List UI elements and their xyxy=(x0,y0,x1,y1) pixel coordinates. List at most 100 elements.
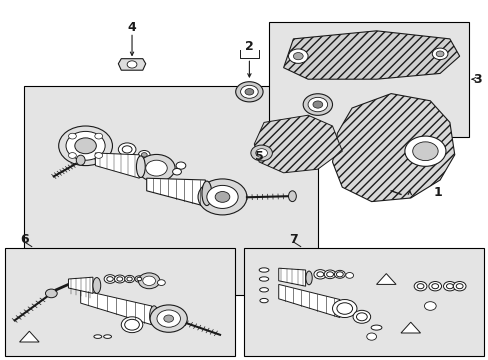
Polygon shape xyxy=(254,115,342,173)
Circle shape xyxy=(198,179,246,215)
Circle shape xyxy=(336,272,343,277)
Circle shape xyxy=(68,133,76,139)
Circle shape xyxy=(172,168,181,175)
Bar xyxy=(5,248,234,356)
Polygon shape xyxy=(278,268,305,286)
Circle shape xyxy=(404,136,445,166)
Circle shape xyxy=(250,145,272,161)
Circle shape xyxy=(124,275,134,283)
Circle shape xyxy=(137,277,142,281)
Circle shape xyxy=(244,89,253,95)
Circle shape xyxy=(150,305,187,332)
Circle shape xyxy=(163,315,173,322)
Circle shape xyxy=(66,131,105,160)
Polygon shape xyxy=(283,31,459,79)
Circle shape xyxy=(124,319,139,330)
Circle shape xyxy=(104,275,116,283)
Polygon shape xyxy=(68,277,93,293)
Circle shape xyxy=(141,153,147,157)
Circle shape xyxy=(424,302,435,310)
Circle shape xyxy=(95,133,102,139)
Circle shape xyxy=(452,282,465,291)
Ellipse shape xyxy=(76,155,85,165)
Circle shape xyxy=(106,276,113,282)
Circle shape xyxy=(215,192,229,202)
Ellipse shape xyxy=(288,191,296,202)
Circle shape xyxy=(431,48,447,60)
Circle shape xyxy=(142,276,155,285)
Circle shape xyxy=(176,162,185,169)
Circle shape xyxy=(435,51,443,57)
Circle shape xyxy=(326,272,333,277)
Circle shape xyxy=(307,97,327,112)
Circle shape xyxy=(59,126,112,166)
Ellipse shape xyxy=(94,335,102,338)
Ellipse shape xyxy=(259,268,268,272)
Polygon shape xyxy=(20,331,39,342)
Polygon shape xyxy=(376,274,395,284)
Text: 6: 6 xyxy=(20,233,29,246)
Circle shape xyxy=(288,49,307,63)
Polygon shape xyxy=(332,94,454,202)
Circle shape xyxy=(68,153,76,158)
Text: 2: 2 xyxy=(244,40,253,53)
Circle shape xyxy=(443,282,455,291)
Circle shape xyxy=(293,53,303,60)
Circle shape xyxy=(416,284,423,289)
Circle shape xyxy=(332,300,356,318)
Ellipse shape xyxy=(202,181,211,206)
Circle shape xyxy=(127,61,137,68)
Text: 7: 7 xyxy=(288,233,297,246)
Circle shape xyxy=(127,277,132,281)
Circle shape xyxy=(413,282,426,291)
Circle shape xyxy=(303,94,332,115)
Ellipse shape xyxy=(259,277,268,281)
Circle shape xyxy=(138,150,150,159)
Circle shape xyxy=(455,284,462,289)
Circle shape xyxy=(446,284,452,289)
Ellipse shape xyxy=(305,271,311,285)
Circle shape xyxy=(240,85,258,98)
Polygon shape xyxy=(95,153,139,178)
Circle shape xyxy=(138,154,175,182)
Circle shape xyxy=(431,284,438,289)
Circle shape xyxy=(366,333,376,340)
Polygon shape xyxy=(400,322,420,333)
Circle shape xyxy=(206,185,238,208)
Circle shape xyxy=(118,143,136,156)
Text: 4: 4 xyxy=(127,21,136,33)
Circle shape xyxy=(324,270,335,279)
Polygon shape xyxy=(81,290,151,325)
Ellipse shape xyxy=(259,288,268,292)
Circle shape xyxy=(157,280,165,285)
Ellipse shape xyxy=(103,335,111,338)
Polygon shape xyxy=(118,59,145,70)
Bar xyxy=(244,248,483,356)
Circle shape xyxy=(135,276,143,282)
Circle shape xyxy=(428,282,441,291)
Circle shape xyxy=(157,310,180,327)
Polygon shape xyxy=(146,178,205,206)
Circle shape xyxy=(352,310,370,323)
Circle shape xyxy=(235,82,263,102)
Polygon shape xyxy=(278,284,339,318)
Circle shape xyxy=(334,270,345,278)
Circle shape xyxy=(412,142,437,161)
Ellipse shape xyxy=(260,298,268,303)
Text: 5: 5 xyxy=(254,150,263,163)
Circle shape xyxy=(121,317,142,333)
Circle shape xyxy=(117,277,122,281)
Circle shape xyxy=(316,272,323,277)
Circle shape xyxy=(313,270,326,279)
Ellipse shape xyxy=(149,306,158,325)
Circle shape xyxy=(336,303,352,314)
Circle shape xyxy=(95,153,102,158)
Circle shape xyxy=(312,101,322,108)
Circle shape xyxy=(114,275,125,283)
Bar xyxy=(24,86,317,295)
Circle shape xyxy=(345,273,353,278)
Circle shape xyxy=(255,149,267,157)
Ellipse shape xyxy=(93,278,101,293)
Ellipse shape xyxy=(156,158,166,163)
Circle shape xyxy=(122,146,132,153)
